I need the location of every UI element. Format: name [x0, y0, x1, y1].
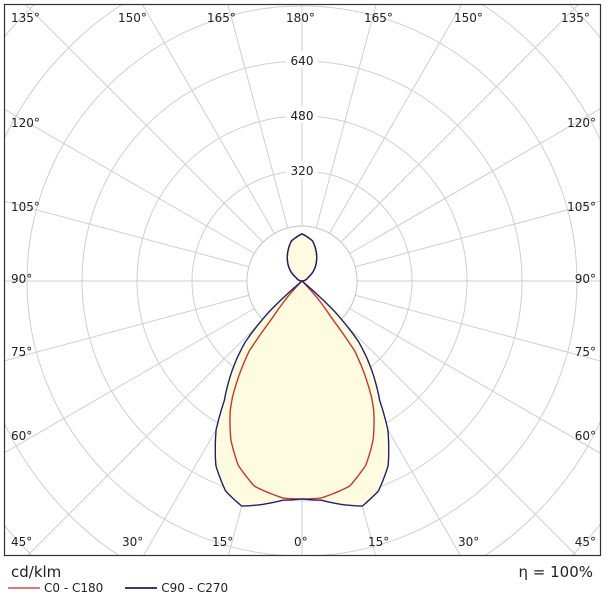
legend-swatch-navy	[125, 587, 158, 589]
chart-frame	[3, 3, 602, 557]
angle-label: 120°	[11, 116, 40, 130]
angle-label: 105°	[567, 200, 596, 214]
angle-labels-bottom: 45° 30° 15° 0° 15° 30° 45°	[11, 535, 596, 549]
angle-label: 165°	[364, 11, 393, 25]
angle-label: 15°	[368, 535, 389, 549]
ring-label-480: 480	[291, 109, 314, 123]
angle-label: 60°	[575, 429, 596, 443]
angle-label: 135°	[561, 11, 590, 25]
legend-label: C0 - C180	[44, 581, 104, 595]
angle-label: 180°	[286, 11, 315, 25]
angle-label: 60°	[11, 429, 32, 443]
angle-label: 150°	[454, 11, 483, 25]
angle-labels-left: 120° 105° 90° 75° 60°	[11, 116, 40, 443]
legend: C0 - C180 C90 - C270	[8, 581, 228, 595]
ring-label-640: 640	[291, 54, 314, 68]
angle-labels-top: 135° 150° 165° 180° 165° 150° 135°	[11, 11, 590, 25]
angle-label: 150°	[118, 11, 147, 25]
legend-item-c90-c270: C90 - C270	[125, 581, 228, 595]
legend-swatch-red	[8, 587, 40, 589]
angle-label: 75°	[575, 345, 596, 359]
legend-item-c0-c180: C0 - C180	[8, 581, 103, 595]
angle-label: 30°	[458, 535, 479, 549]
angle-label: 45°	[11, 535, 32, 549]
angle-label: 30°	[122, 535, 143, 549]
angle-label: 120°	[567, 116, 596, 130]
intensity-curves	[214, 233, 390, 507]
unit-label: cd/klm	[11, 563, 62, 581]
curve-c90-c270	[214, 233, 390, 507]
efficiency-label: η = 100%	[518, 563, 594, 581]
ring-label-320: 320	[291, 164, 314, 178]
legend-label: C90 - C270	[161, 581, 229, 595]
ring-labels: 320 480 640	[286, 51, 318, 178]
angle-label: 90°	[575, 272, 596, 286]
angle-label: 135°	[11, 11, 40, 25]
angle-label: 165°	[207, 11, 236, 25]
angle-label: 45°	[575, 535, 596, 549]
angle-label: 90°	[11, 272, 32, 286]
angle-label: 15°	[212, 535, 233, 549]
angle-label: 105°	[11, 200, 40, 214]
angle-label: 0°	[294, 535, 308, 549]
angle-label: 75°	[11, 345, 32, 359]
angle-labels-right: 120° 105° 90° 75° 60°	[567, 116, 596, 443]
